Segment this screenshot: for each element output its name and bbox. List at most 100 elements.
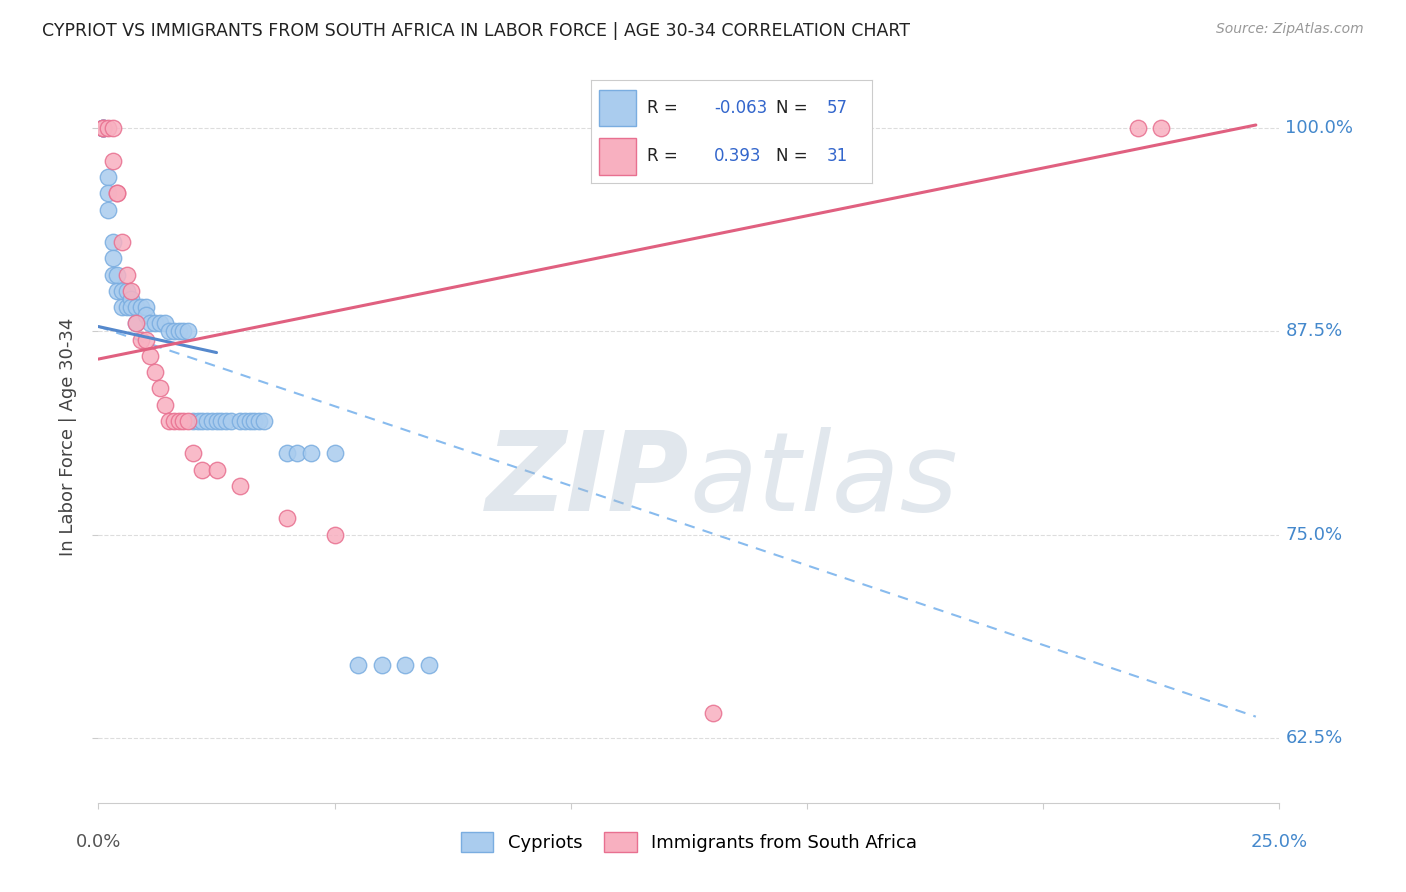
Point	[229, 479, 252, 493]
Point	[167, 325, 190, 339]
Point	[172, 414, 194, 428]
Point	[243, 414, 266, 428]
Text: 31: 31	[827, 147, 848, 165]
Point	[101, 121, 124, 136]
Point	[1126, 121, 1149, 136]
Point	[91, 121, 114, 136]
Point	[105, 186, 128, 201]
Text: ZIP: ZIP	[485, 427, 689, 534]
Point	[149, 381, 172, 395]
Point	[702, 706, 724, 721]
Point	[139, 316, 162, 330]
Point	[323, 446, 346, 460]
Point	[139, 349, 162, 363]
Point	[187, 414, 209, 428]
Point	[177, 414, 200, 428]
Text: N =: N =	[776, 99, 807, 117]
Text: Source: ZipAtlas.com: Source: ZipAtlas.com	[1216, 22, 1364, 37]
Point	[153, 398, 176, 412]
Bar	[599, 137, 636, 175]
Point	[91, 121, 114, 136]
Point	[111, 300, 134, 314]
Point	[121, 300, 143, 314]
Text: 62.5%: 62.5%	[1285, 729, 1343, 747]
Point	[229, 414, 252, 428]
Text: 25.0%: 25.0%	[1251, 833, 1308, 851]
Point	[101, 252, 124, 266]
Point	[97, 202, 120, 217]
Point	[285, 446, 308, 460]
Point	[111, 235, 134, 249]
Point	[143, 365, 166, 379]
Legend: Cypriots, Immigrants from South Africa: Cypriots, Immigrants from South Africa	[454, 824, 924, 860]
Text: 100.0%: 100.0%	[1285, 120, 1354, 137]
Text: N =: N =	[776, 147, 807, 165]
Point	[219, 414, 242, 428]
Point	[191, 462, 214, 476]
Point	[105, 268, 128, 282]
Point	[149, 316, 172, 330]
Point	[91, 121, 114, 136]
Point	[115, 300, 138, 314]
Point	[177, 325, 200, 339]
Point	[172, 325, 194, 339]
Point	[101, 153, 124, 168]
Point	[105, 186, 128, 201]
Point	[97, 121, 120, 136]
Point	[233, 414, 256, 428]
Y-axis label: In Labor Force | Age 30-34: In Labor Force | Age 30-34	[59, 318, 77, 557]
Point	[205, 462, 228, 476]
Point	[101, 235, 124, 249]
Text: 0.0%: 0.0%	[76, 833, 121, 851]
Point	[1150, 121, 1173, 136]
Point	[121, 284, 143, 298]
Point	[201, 414, 224, 428]
Point	[129, 333, 152, 347]
Point	[111, 284, 134, 298]
Point	[209, 414, 232, 428]
Point	[247, 414, 270, 428]
Point	[163, 414, 186, 428]
Point	[253, 414, 276, 428]
Text: R =: R =	[647, 147, 678, 165]
Point	[323, 527, 346, 541]
Point	[115, 268, 138, 282]
Point	[465, 869, 488, 883]
Point	[215, 414, 238, 428]
Point	[299, 446, 322, 460]
Point	[97, 169, 120, 184]
Point	[239, 414, 262, 428]
Point	[125, 300, 148, 314]
Point	[157, 414, 180, 428]
Text: 0.393: 0.393	[714, 147, 762, 165]
Point	[91, 121, 114, 136]
Point	[371, 657, 394, 672]
Point	[129, 300, 152, 314]
Point	[394, 657, 416, 672]
Point	[205, 414, 228, 428]
Point	[191, 414, 214, 428]
Point	[135, 300, 157, 314]
Bar	[599, 89, 636, 127]
Point	[135, 308, 157, 322]
Point	[276, 446, 298, 460]
Point	[101, 268, 124, 282]
Point	[125, 316, 148, 330]
Point	[153, 316, 176, 330]
Point	[512, 869, 534, 883]
Text: 75.0%: 75.0%	[1285, 525, 1343, 543]
Point	[347, 657, 370, 672]
Point	[121, 292, 143, 306]
Text: atlas: atlas	[689, 427, 957, 534]
Point	[181, 414, 204, 428]
Point	[91, 121, 114, 136]
Point	[167, 414, 190, 428]
Point	[195, 414, 218, 428]
Point	[97, 186, 120, 201]
Point	[115, 284, 138, 298]
Text: -0.063: -0.063	[714, 99, 768, 117]
Point	[125, 316, 148, 330]
Text: CYPRIOT VS IMMIGRANTS FROM SOUTH AFRICA IN LABOR FORCE | AGE 30-34 CORRELATION C: CYPRIOT VS IMMIGRANTS FROM SOUTH AFRICA …	[42, 22, 910, 40]
Point	[91, 121, 114, 136]
Point	[418, 657, 440, 672]
